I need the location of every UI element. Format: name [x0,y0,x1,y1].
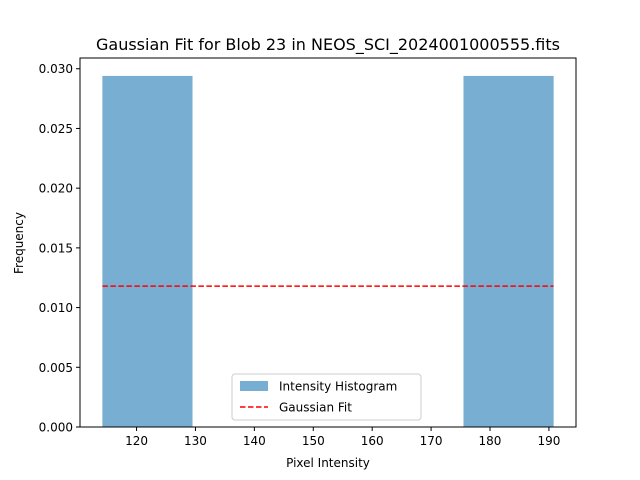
legend: Intensity Histogram Gaussian Fit [231,373,422,421]
histogram-bars [102,75,554,427]
plot-frame [79,57,577,428]
x-tick-label: 190 [537,434,560,448]
legend-frame [231,373,422,421]
y-tick-label: 0.010 [39,301,73,315]
y-tick-label: 0.025 [39,122,73,136]
x-tick-label: 160 [361,434,384,448]
histogram-bar-2 [463,75,554,427]
y-tick-label: 0.005 [39,361,73,375]
axes [79,57,577,428]
y-tick-label: 0.015 [39,241,73,255]
x-tick-label: 150 [302,434,325,448]
chart-title: Gaussian Fit for Blob 23 in NEOS_SCI_202… [96,35,560,55]
legend-histogram-label: Intensity Histogram [279,380,397,394]
x-axis-ticks: 120 130 140 150 160 170 180 190 [125,427,560,448]
y-tick-label: 0.020 [39,182,73,196]
y-tick-label: 0.030 [39,62,73,76]
histogram-bar-1 [102,75,193,427]
y-axis-ticks: 0.000 0.005 0.010 0.015 0.020 0.025 0.030 [39,62,80,435]
x-tick-label: 130 [184,434,207,448]
y-tick-label: 0.000 [39,421,73,435]
x-axis-label: Pixel Intensity [286,456,370,470]
x-tick-label: 180 [479,434,502,448]
x-tick-label: 120 [125,434,148,448]
x-tick-label: 170 [420,434,443,448]
legend-histogram-swatch [240,381,268,391]
x-tick-label: 140 [243,434,266,448]
legend-fit-label: Gaussian Fit [279,401,352,415]
y-axis-label: Frequency [12,212,26,274]
